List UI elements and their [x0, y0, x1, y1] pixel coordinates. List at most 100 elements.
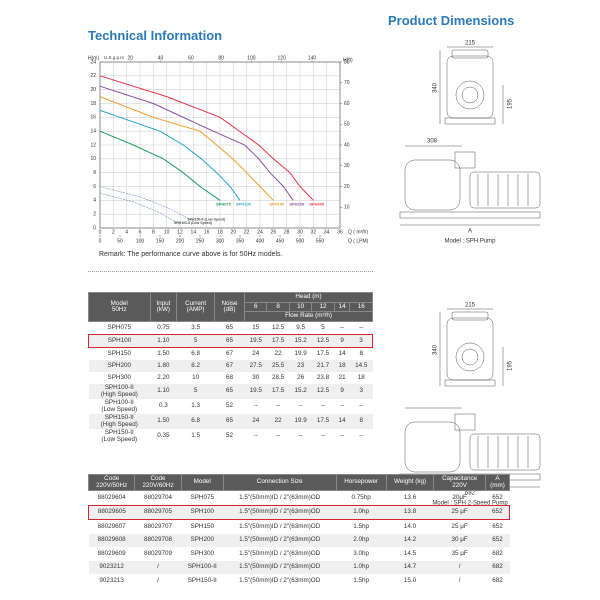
- outline: [455, 80, 485, 110]
- cell: SPH150-II: [187, 576, 217, 584]
- cell: --: [253, 402, 258, 410]
- outline: [444, 117, 496, 125]
- y-tick-label: 2: [93, 211, 96, 217]
- curve-label: SPH075: [216, 201, 232, 206]
- y2-tick-label: 50: [344, 122, 350, 128]
- row: SPH200 1.80 8.2 67 27.5 25.5 23 21.7 18 14.5: [88, 360, 373, 372]
- cell: 65: [214, 334, 245, 348]
- cell: SPH100-II (High Speed): [88, 384, 150, 399]
- header-cell: A (mm): [484, 474, 511, 491]
- cell: 35 μF: [451, 549, 468, 557]
- x-tick-label: 20: [231, 229, 237, 235]
- plot-frame: [99, 61, 341, 229]
- cell: 12.5: [311, 384, 335, 399]
- cell: 52: [226, 432, 234, 440]
- dimension-label: 195: [508, 360, 514, 371]
- cell: 25 μF: [451, 522, 468, 530]
- cell: SPH300: [107, 373, 131, 381]
- header-cell: Current (AMP): [176, 292, 215, 322]
- cell: 88029607: [97, 522, 126, 530]
- cell: 8: [359, 349, 363, 357]
- cell: 3: [349, 334, 373, 348]
- row: SPH100 1.10 5 65 19.5 17.5 15.2 12.5 9 3: [88, 334, 373, 348]
- cell: /: [458, 576, 461, 584]
- row: 88029608 88029708 SPH200 1.5"(50mm)ID / 2"(…: [88, 533, 510, 547]
- y-tick-label: 4: [93, 198, 96, 204]
- curve: [99, 186, 194, 222]
- cell: 21: [338, 373, 346, 381]
- cell: SPH100-II (Low Speed): [101, 399, 138, 413]
- cell: 0.75hp: [351, 493, 371, 501]
- header-cell: 12: [311, 301, 335, 313]
- cell: 9023213: [99, 576, 124, 584]
- cell: 88029604: [97, 493, 126, 501]
- cell: 9.5: [296, 323, 305, 331]
- outline: [454, 413, 476, 431]
- cell: 1.10: [150, 384, 177, 399]
- row: Flow Rate (m³/h): [89, 311, 373, 322]
- x3-tick-label: 500: [296, 238, 305, 244]
- cell: 24: [244, 414, 267, 429]
- cell: 652: [492, 522, 503, 530]
- outline: [444, 379, 496, 387]
- x-tick-label: 4: [125, 229, 128, 235]
- row: SPH100-II (High Speed) 1.10 5 65 19.5 17.5 15.…: [88, 384, 373, 399]
- cell: SPH150: [107, 349, 131, 357]
- cell: --: [339, 402, 345, 410]
- cell: --: [339, 432, 345, 440]
- cell: 1.5"(50mm)ID / 2"(63mm)OD: [239, 549, 321, 557]
- y-tick-label: 24: [90, 59, 96, 65]
- curve: [99, 130, 221, 201]
- cell: --: [253, 432, 258, 440]
- cell: SPH100-II: [181, 560, 224, 574]
- y-tick-label: 18: [90, 101, 96, 107]
- specification-table: Code 220V/50Hz Code 220V/60Hz Model Connect…: [87, 474, 511, 588]
- cell: 67: [214, 360, 245, 372]
- x3-tick-label: 450: [276, 238, 285, 244]
- cell: 652: [492, 493, 503, 501]
- outline: [451, 49, 489, 59]
- cell: 9: [334, 334, 350, 348]
- cell: 19.9: [289, 414, 312, 429]
- cell: --: [276, 402, 281, 410]
- cell: 24: [252, 349, 260, 357]
- cell: SPH150-II (Low Speed): [101, 429, 138, 443]
- cell: /: [134, 560, 182, 574]
- x3-tick-label: 350: [236, 238, 245, 244]
- y2-tick-label: 60: [344, 101, 350, 107]
- cell: 3: [349, 384, 373, 399]
- x-tick-label: 24: [257, 229, 263, 235]
- header-cell: Capacitance 220V: [433, 474, 486, 491]
- cell: 17.5: [266, 384, 290, 399]
- row: 9023212/SPH100-II 1.5"(50mm)ID / 2"(63mm)…: [88, 560, 510, 574]
- curve: [99, 75, 314, 201]
- x3-tick-label: 100: [136, 238, 145, 244]
- row: SPH300 2.20 10 68 30 28.5 26 23.8 21 18: [89, 372, 373, 384]
- dimension-label: 215: [465, 303, 476, 309]
- cell: --: [298, 402, 303, 410]
- cell: 88029709: [144, 549, 173, 557]
- cell: 1.50: [150, 414, 177, 429]
- header-cell: Code 220V/60Hz: [134, 474, 182, 491]
- cell: 88029608: [88, 533, 135, 547]
- x3-tick-label: 400: [256, 238, 265, 244]
- cell: 1.80: [150, 360, 177, 372]
- cell: 88029704: [144, 493, 173, 501]
- cell: 17.5: [316, 349, 330, 357]
- dimension-label: 308: [427, 139, 438, 145]
- cell: 23: [289, 360, 312, 372]
- outline: [404, 159, 461, 211]
- cell: 8.2: [176, 360, 215, 372]
- cell: 0.3: [158, 402, 168, 410]
- x2-tick-label: 60: [188, 55, 194, 61]
- cell: --: [359, 432, 364, 440]
- cell: 2.0hp: [336, 533, 387, 547]
- header-cell: Flow Rate (m³/h): [244, 311, 373, 322]
- cell: 20μF: [452, 493, 467, 501]
- cell: --: [320, 402, 326, 410]
- outline: [454, 151, 476, 169]
- x-tick-label: 0: [99, 229, 102, 235]
- cell: 88029605: [87, 504, 135, 520]
- curve-label: SPH200: [289, 201, 305, 206]
- curve: [99, 193, 181, 225]
